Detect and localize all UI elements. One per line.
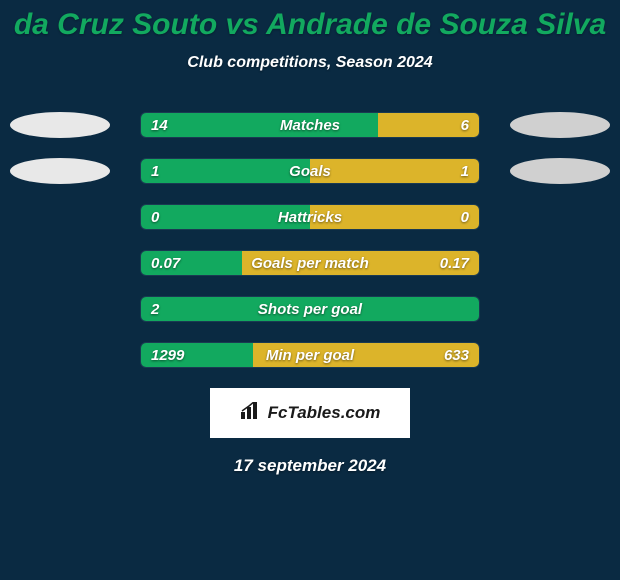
- bar-track: 2Shots per goal: [140, 296, 480, 322]
- bar-right: [310, 205, 479, 229]
- value-left: 1: [151, 159, 159, 184]
- page-title: da Cruz Souto vs Andrade de Souza Silva: [0, 0, 620, 42]
- bar-track: 11Goals: [140, 158, 480, 184]
- value-right: 0: [461, 205, 469, 230]
- stats-chart: 146Matches11Goals00Hattricks0.070.17Goal…: [0, 112, 620, 368]
- bar-right: [310, 159, 479, 183]
- footer-logo: FcTables.com: [210, 388, 410, 438]
- stat-row: 146Matches: [0, 112, 620, 138]
- bar-left: [141, 113, 378, 137]
- logo-bars-icon: [240, 402, 262, 425]
- bar-left: [141, 297, 479, 321]
- bar-left: [141, 159, 310, 183]
- stat-row: 00Hattricks: [0, 204, 620, 230]
- value-right: 6: [461, 113, 469, 138]
- value-left: 0.07: [151, 251, 180, 276]
- value-left: 0: [151, 205, 159, 230]
- team-badge-left: [10, 112, 110, 138]
- stat-row: 1299633Min per goal: [0, 342, 620, 368]
- subtitle: Club competitions, Season 2024: [0, 54, 620, 72]
- comparison-infographic: da Cruz Souto vs Andrade de Souza Silva …: [0, 0, 620, 580]
- stat-row: 2Shots per goal: [0, 296, 620, 322]
- team-badge-left: [10, 158, 110, 184]
- bar-track: 00Hattricks: [140, 204, 480, 230]
- team-badge-right: [510, 112, 610, 138]
- team-badge-right: [510, 158, 610, 184]
- stat-row: 0.070.17Goals per match: [0, 250, 620, 276]
- value-left: 14: [151, 113, 168, 138]
- bar-track: 146Matches: [140, 112, 480, 138]
- footer-date: 17 september 2024: [0, 456, 620, 476]
- value-left: 1299: [151, 343, 184, 368]
- value-right: 1: [461, 159, 469, 184]
- bar-track: 0.070.17Goals per match: [140, 250, 480, 276]
- bar-left: [141, 205, 310, 229]
- value-left: 2: [151, 297, 159, 322]
- value-right: 0.17: [440, 251, 469, 276]
- value-right: 633: [444, 343, 469, 368]
- bar-track: 1299633Min per goal: [140, 342, 480, 368]
- stat-row: 11Goals: [0, 158, 620, 184]
- logo-text: FcTables.com: [268, 403, 381, 423]
